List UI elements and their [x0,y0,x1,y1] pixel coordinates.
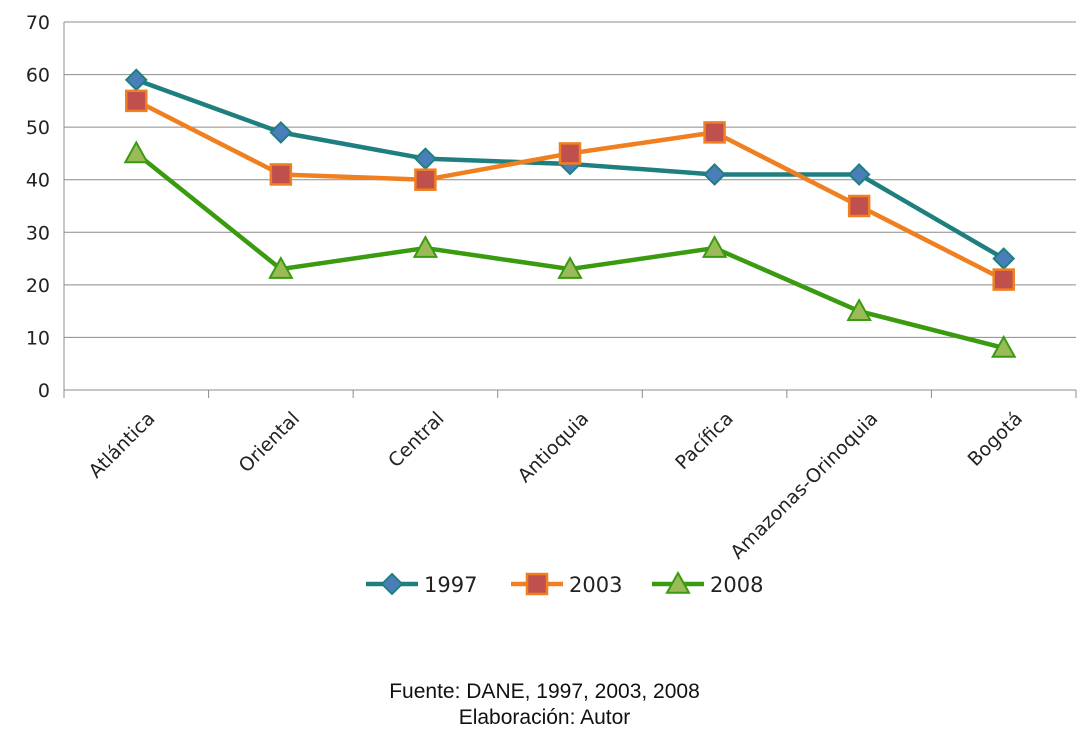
legend-marker-1997 [380,572,404,596]
line-chart: 0 10 20 30 40 50 60 70 Atlántica Oriental Central A… [26,12,1077,597]
y-tick-label: 60 [26,65,50,87]
data-point-2003 [847,194,871,218]
x-tick-label: Pacífica [671,408,737,474]
data-point-1997 [992,247,1016,270]
data-point-2008 [268,256,294,279]
data-point-2008 [557,256,583,279]
x-tick-label: Atlántica [85,408,160,483]
series-lines [134,77,1005,351]
x-tick-label: Bogotá [964,408,1027,471]
data-point-2003 [992,268,1015,291]
author-note: Elaboración: Autor [458,706,631,729]
legend: 1997 2003 2008 [366,570,763,597]
gridlines [64,21,1076,338]
legend-label-2003: 2003 [569,573,622,597]
data-point-2008 [412,234,439,258]
data-point-1997 [703,163,726,186]
source-note: Fuente: DANE, 1997, 2003, 2008 [389,680,700,703]
data-point-2003 [125,89,148,113]
y-tick-label: 20 [26,275,50,297]
data-point-1997 [847,163,871,186]
y-tick-label: 30 [26,222,50,244]
series-markers [123,68,1017,358]
y-tick-label: 40 [26,170,50,192]
data-point-2003 [414,168,437,191]
data-point-1997 [269,120,293,144]
y-tick-label: 50 [26,117,50,139]
x-tick-label: Amazonas-Orinoquia [726,408,882,564]
legend-marker-2008 [665,570,691,594]
data-point-1997 [124,68,148,92]
data-point-2008 [123,140,149,164]
data-point-2008 [991,334,1017,358]
x-tick-label: Central [384,408,448,472]
data-point-2008 [701,234,728,258]
data-point-2003 [558,142,582,165]
x-tick-label: Antioquia [514,408,593,487]
data-point-2003 [703,121,726,144]
y-tick-label: 70 [26,12,50,34]
y-tick-label: 0 [38,380,50,402]
y-tick-label: 10 [26,327,50,349]
data-point-1997 [414,147,437,171]
legend-marker-2003 [525,572,549,596]
legend-label-2008: 2008 [710,573,763,597]
data-point-2003 [269,163,293,186]
data-point-2008 [846,298,872,321]
legend-label-1997: 1997 [424,573,477,597]
x-tick-label: Oriental [235,408,304,477]
axes [63,22,1077,398]
